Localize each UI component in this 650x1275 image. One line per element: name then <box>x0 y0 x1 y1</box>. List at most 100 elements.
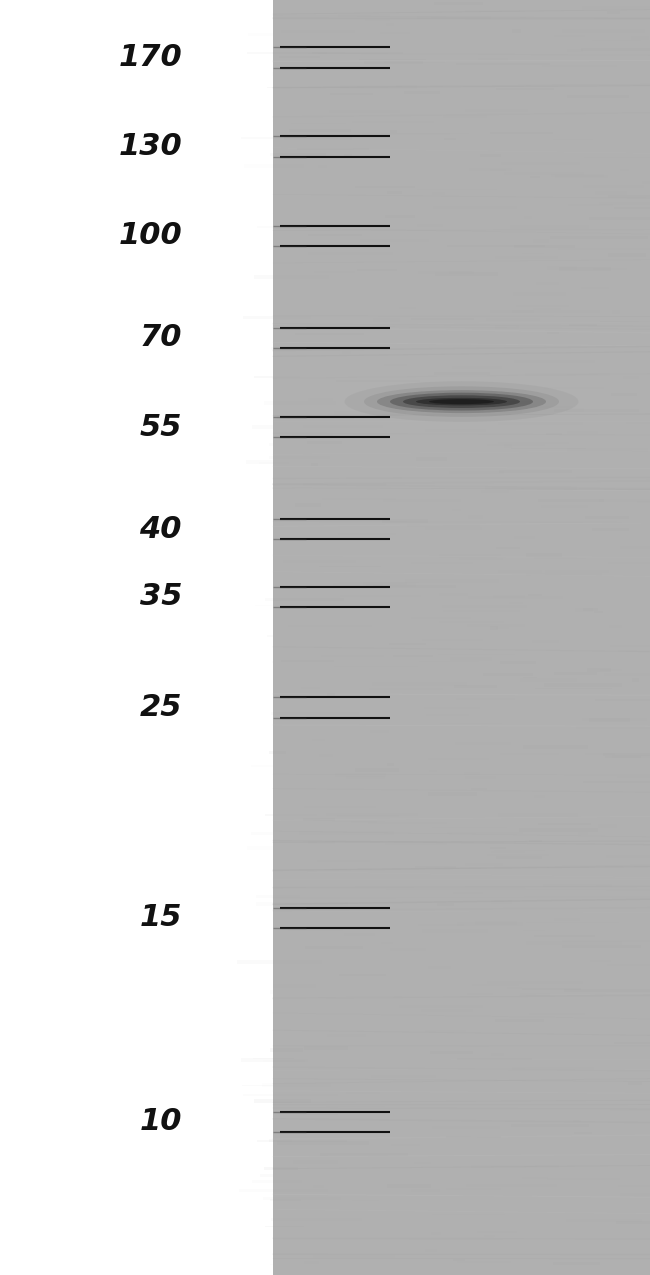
Bar <box>535 1038 614 1039</box>
Bar <box>428 1006 438 1010</box>
Bar <box>544 388 604 389</box>
Bar <box>490 133 552 134</box>
Bar <box>333 583 416 587</box>
Bar <box>265 813 317 816</box>
Bar <box>623 1177 649 1178</box>
Bar <box>286 645 302 649</box>
Bar <box>344 154 352 157</box>
Bar <box>446 1136 501 1139</box>
Bar <box>352 121 434 122</box>
Bar <box>595 1099 642 1100</box>
Bar <box>432 191 445 195</box>
Bar <box>612 755 650 757</box>
Bar <box>304 817 335 821</box>
Bar <box>589 218 650 219</box>
Bar <box>614 208 650 209</box>
Bar <box>519 829 597 831</box>
Bar <box>387 191 402 194</box>
Text: 70: 70 <box>140 324 182 352</box>
Bar <box>543 683 622 686</box>
Bar <box>414 1162 431 1164</box>
Bar <box>541 148 565 152</box>
Bar <box>567 448 648 451</box>
Bar <box>432 1126 500 1130</box>
Bar <box>424 200 447 204</box>
Bar <box>306 946 363 950</box>
Bar <box>468 515 483 519</box>
Bar <box>273 984 316 988</box>
Bar <box>509 602 523 604</box>
Bar <box>382 348 406 352</box>
Bar <box>463 773 480 775</box>
Bar <box>419 660 478 662</box>
Bar <box>389 643 426 645</box>
Bar <box>588 668 650 671</box>
Bar <box>255 1099 311 1103</box>
Bar <box>374 1029 466 1031</box>
Bar <box>464 1207 483 1209</box>
Bar <box>396 212 436 215</box>
Bar <box>291 231 369 233</box>
Bar <box>472 984 519 987</box>
Bar <box>452 472 516 474</box>
Bar <box>384 61 445 62</box>
Bar <box>512 29 521 33</box>
Bar <box>428 793 476 796</box>
Bar <box>495 325 519 329</box>
Bar <box>436 273 499 275</box>
Bar <box>277 1141 369 1145</box>
Bar <box>582 6 650 9</box>
Bar <box>339 85 417 89</box>
Bar <box>558 249 650 250</box>
Bar <box>346 775 385 779</box>
Bar <box>562 29 645 33</box>
Bar <box>493 850 545 852</box>
Bar <box>608 122 650 124</box>
Bar <box>300 1114 338 1116</box>
Bar <box>288 927 343 931</box>
Bar <box>504 583 520 587</box>
Bar <box>299 831 395 835</box>
Bar <box>424 1030 465 1033</box>
Bar <box>335 773 386 776</box>
Bar <box>474 616 553 618</box>
Bar <box>364 745 387 747</box>
Bar <box>486 317 540 321</box>
Bar <box>281 660 334 662</box>
Bar <box>454 685 497 689</box>
Bar <box>535 688 612 690</box>
Bar <box>449 272 474 274</box>
Bar <box>397 74 430 76</box>
Bar <box>573 1119 581 1122</box>
Bar <box>609 1257 620 1260</box>
Bar <box>616 1221 650 1224</box>
Bar <box>415 658 445 662</box>
Bar <box>304 1261 319 1265</box>
Bar <box>507 987 521 988</box>
Bar <box>415 724 500 727</box>
Bar <box>241 138 338 139</box>
Bar <box>612 310 621 314</box>
Bar <box>443 115 487 117</box>
Bar <box>585 754 615 755</box>
Bar <box>271 1218 362 1221</box>
Bar <box>534 240 549 242</box>
Bar <box>411 263 426 265</box>
Bar <box>456 1058 532 1061</box>
Bar <box>617 775 650 779</box>
Bar <box>452 932 471 936</box>
Bar <box>608 254 646 256</box>
Bar <box>554 918 580 921</box>
Bar <box>441 1074 526 1077</box>
Bar <box>307 441 342 444</box>
Bar <box>422 639 483 640</box>
Bar <box>322 499 396 500</box>
Bar <box>498 813 578 817</box>
Bar <box>254 275 328 278</box>
Bar <box>265 402 336 404</box>
Bar <box>554 409 639 412</box>
Bar <box>449 472 504 474</box>
Bar <box>384 885 391 887</box>
Bar <box>443 609 520 612</box>
Bar <box>534 668 547 671</box>
